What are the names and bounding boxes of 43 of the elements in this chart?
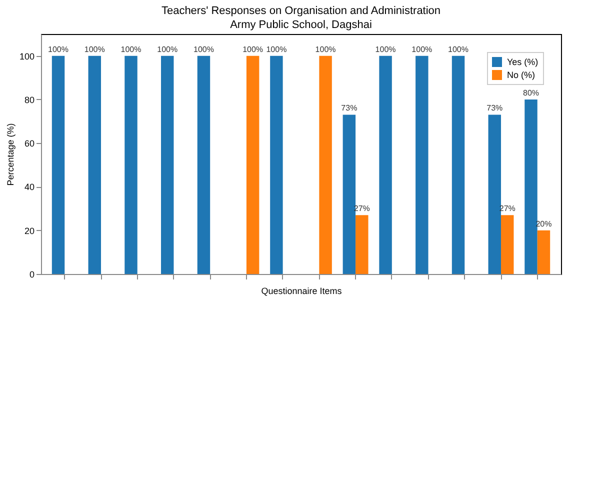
bar	[197, 56, 210, 274]
bar	[246, 56, 260, 274]
chart-title: Teachers' Responses on Organisation and Administration	[161, 5, 441, 17]
bar	[52, 56, 65, 274]
bar	[319, 56, 332, 274]
bar	[501, 215, 514, 274]
data-label: 73%	[486, 104, 503, 113]
bar	[88, 56, 101, 274]
data-label: 100%	[193, 44, 214, 54]
data-label: 100%	[375, 44, 396, 54]
y-tick-label: 40	[24, 182, 34, 192]
y-axis-title: Percentage (%)	[5, 123, 16, 186]
data-label: 100%	[315, 44, 336, 54]
data-label: 100%	[157, 44, 178, 54]
bar	[452, 56, 465, 274]
y-tick-label: 60	[24, 138, 34, 149]
bar	[488, 114, 501, 274]
bar	[356, 215, 368, 274]
y-tick-label: 80	[24, 94, 34, 105]
legend-label: Yes (%)	[507, 57, 538, 67]
x-axis-title: Questionnaire Items	[261, 286, 342, 296]
legend-label: No (%)	[507, 70, 536, 80]
bar	[537, 230, 550, 274]
bar	[161, 56, 174, 274]
data-label: 100%	[120, 44, 142, 54]
bar	[270, 56, 283, 274]
data-label: 100%	[266, 44, 287, 54]
bar	[524, 99, 538, 274]
chart-subtitle: Army Public School, Dagshai	[230, 19, 372, 31]
data-label: 100%	[242, 44, 264, 54]
bar	[379, 56, 392, 274]
data-label: 100%	[412, 44, 432, 54]
y-tick-label: 20	[24, 226, 34, 236]
data-label: 100%	[48, 44, 69, 54]
y-tick-label: 0	[29, 270, 34, 280]
data-label: 73%	[341, 104, 358, 113]
y-tick-label: 100	[19, 51, 34, 62]
bar	[416, 56, 428, 274]
bar	[124, 56, 138, 274]
data-label: 100%	[84, 44, 105, 54]
data-label: 80%	[522, 88, 540, 98]
bar	[342, 114, 356, 274]
data-label: 100%	[448, 44, 469, 54]
